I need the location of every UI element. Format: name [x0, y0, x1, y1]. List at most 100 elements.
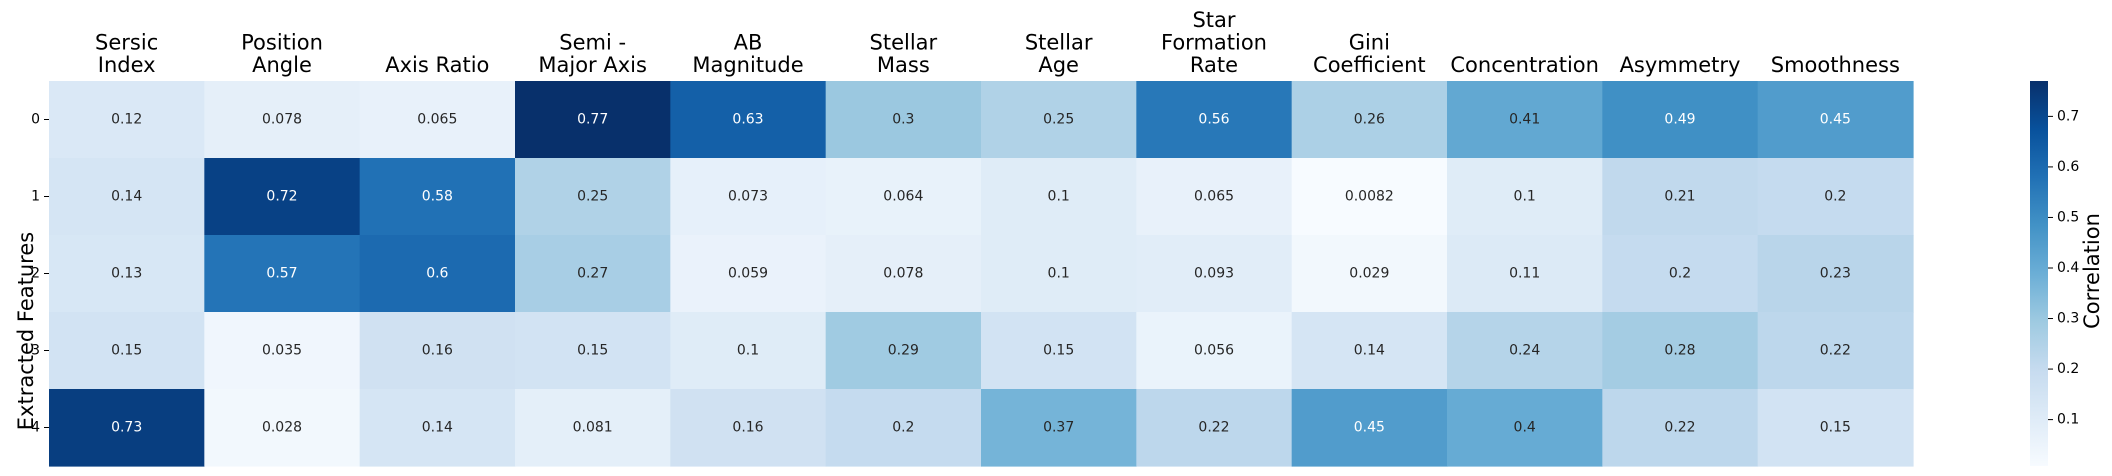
- cell-value-label: 0.23: [1820, 266, 1851, 282]
- cell-value-label: 0.078: [883, 266, 923, 282]
- cell-value-label: 0.49: [1664, 112, 1695, 128]
- heatmap-cell: [1447, 389, 1603, 467]
- heatmap-cell: [1136, 312, 1293, 390]
- column-label: Angle: [252, 53, 312, 77]
- cell-value-label: 0.14: [1354, 343, 1385, 359]
- heatmap-cell: [981, 389, 1137, 467]
- cell-value-label: 0.15: [1043, 343, 1074, 359]
- cell-value-label: 0.035: [262, 343, 302, 359]
- heatmap-cell: [1602, 158, 1759, 236]
- cell-value-label: 0.15: [111, 343, 142, 359]
- heatmap-cell: [981, 158, 1137, 236]
- cell-value-label: 0.093: [1194, 266, 1234, 282]
- heatmap-cell: [204, 312, 361, 390]
- column-label: Semi -: [559, 31, 626, 55]
- heatmap-cell: [981, 81, 1137, 159]
- heatmap-cell: [1757, 235, 1914, 313]
- heatmap-cell: [981, 312, 1137, 390]
- heatmap-cell: [1602, 81, 1759, 159]
- colorbar-tick-label: 0.3: [2057, 311, 2079, 327]
- cell-value-label: 0.13: [111, 266, 142, 282]
- colorbar-title: Correlation: [2080, 213, 2104, 329]
- row-label: 3: [31, 343, 40, 359]
- colorbar-tick-label: 0.1: [2057, 412, 2079, 428]
- heatmap-cell: [670, 312, 827, 390]
- cell-value-label: 0.58: [422, 189, 453, 205]
- heatmap-cell: [515, 235, 671, 313]
- column-label: Star: [1192, 8, 1235, 32]
- cell-value-label: 0.15: [577, 343, 608, 359]
- cell-value-label: 0.14: [422, 420, 453, 436]
- heatmap-cell: [204, 158, 361, 236]
- heatmap-cell: [1757, 81, 1914, 159]
- heatmap-cell: [515, 158, 671, 236]
- heatmap-cell: [1757, 389, 1914, 467]
- column-label: Coefficient: [1313, 53, 1426, 77]
- heatmap-cell: [825, 312, 982, 390]
- column-label: Concentration: [1450, 53, 1599, 77]
- heatmap-cell: [515, 312, 671, 390]
- cell-value-label: 0.056: [1194, 343, 1234, 359]
- heatmap-cell: [1602, 235, 1759, 313]
- heatmap-cell: [825, 389, 982, 467]
- heatmap-cell: [1447, 81, 1603, 159]
- column-label: Magnitude: [692, 53, 803, 77]
- cell-value-label: 0.073: [728, 189, 768, 205]
- heatmap-cell: [49, 235, 205, 313]
- cell-value-label: 0.56: [1198, 112, 1229, 128]
- heatmap-cell: [1447, 235, 1603, 313]
- cell-value-label: 0.064: [883, 189, 923, 205]
- row-label: 2: [31, 266, 40, 282]
- cell-value-label: 0.77: [577, 112, 608, 128]
- cell-value-label: 0.63: [732, 112, 763, 128]
- cell-value-label: 0.065: [417, 112, 457, 128]
- cell-value-label: 0.2: [892, 420, 914, 436]
- heatmap-cell: [670, 158, 827, 236]
- cell-value-label: 0.11: [1509, 266, 1540, 282]
- heatmap-cell: [825, 158, 982, 236]
- row-label: 4: [31, 420, 40, 436]
- heatmap-cell: [49, 389, 205, 467]
- column-label: Smoothness: [1771, 53, 1900, 77]
- heatmap-cells: 0.12 0.078 0.065 0.77 0.63 0.3 0.25 0.56 0.26 0.4…: [49, 81, 1914, 467]
- cell-value-label: 0.15: [1820, 420, 1851, 436]
- cell-value-label: 0.3: [892, 112, 914, 128]
- heatmap-cell: [1136, 235, 1293, 313]
- heatmap-cell: [981, 235, 1137, 313]
- heatmap-cell: [359, 81, 516, 159]
- heatmap-cell: [1291, 312, 1448, 390]
- heatmap-cell: [670, 81, 827, 159]
- cell-value-label: 0.22: [1198, 420, 1229, 436]
- cell-value-label: 0.16: [422, 343, 453, 359]
- heatmap-cell: [1447, 158, 1603, 236]
- heatmap-cell: [1757, 312, 1914, 390]
- y-axis-title: Extracted Features: [14, 232, 38, 430]
- heatmap-cell: [49, 81, 205, 159]
- cell-value-label: 0.45: [1354, 420, 1385, 436]
- heatmap-cell: [359, 312, 516, 390]
- colorbar-tick-label: 0.5: [2057, 209, 2079, 225]
- cell-value-label: 0.2: [1669, 266, 1691, 282]
- cell-value-label: 0.22: [1664, 420, 1695, 436]
- cell-value-label: 0.059: [728, 266, 768, 282]
- cell-value-label: 0.25: [577, 189, 608, 205]
- cell-value-label: 0.12: [111, 112, 142, 128]
- cell-value-label: 0.41: [1509, 112, 1540, 128]
- cell-value-label: 0.1: [1048, 189, 1070, 205]
- cell-value-label: 0.078: [262, 112, 302, 128]
- heatmap-cell: [359, 389, 516, 467]
- cell-value-label: 0.28: [1664, 343, 1695, 359]
- cell-value-label: 0.27: [577, 266, 608, 282]
- heatmap-cell: [825, 81, 982, 159]
- heatmap-cell: [515, 389, 671, 467]
- column-label: Gini: [1349, 31, 1390, 55]
- heatmap-cell: [1757, 158, 1914, 236]
- heatmap-cell: [359, 158, 516, 236]
- column-label: Rate: [1190, 53, 1238, 77]
- column-label: Stellar: [1025, 31, 1093, 55]
- cell-value-label: 0.29: [888, 343, 919, 359]
- cell-value-label: 0.37: [1043, 420, 1074, 436]
- column-label: Sersic: [95, 31, 158, 55]
- cell-value-label: 0.45: [1820, 112, 1851, 128]
- cell-value-label: 0.24: [1509, 343, 1540, 359]
